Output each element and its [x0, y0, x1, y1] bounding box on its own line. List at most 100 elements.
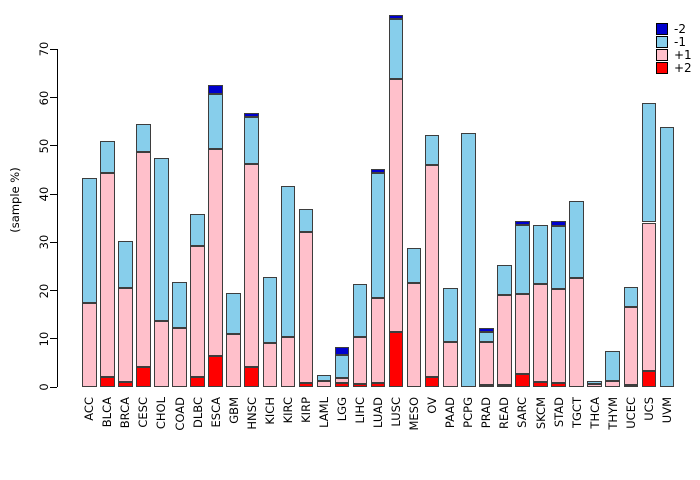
bar-segment-LUSC-+2 [388, 332, 404, 387]
bar-segment-MESO-+1 [406, 283, 422, 387]
legend-row--2: -2 [656, 23, 692, 36]
y-tick [50, 97, 57, 99]
bar-segment-ESCA-+1 [208, 149, 223, 357]
x-label-LAML: LAML [316, 397, 331, 428]
bar-segment-STAD--1 [551, 225, 566, 290]
x-label-TGCT: TGCT [569, 397, 584, 428]
bar-segment-CHOL-+1 [154, 321, 169, 387]
bar-segment-HNSC-+2 [244, 367, 259, 387]
bar-segment-UCEC-+2 [623, 384, 638, 387]
y-tick-label: 30 [37, 234, 51, 250]
bar-segment-GBM-+1 [226, 334, 241, 387]
y-tick-label: 10 [37, 331, 51, 347]
bar-segment-PCPG--1 [461, 133, 476, 387]
bar-segment-BRCA--1 [118, 240, 133, 288]
bar-segment-LUSC--1 [388, 18, 404, 80]
legend-label--1: -1 [674, 35, 686, 50]
bar-segment-KIRP-+2 [298, 382, 314, 387]
y-tick-label: 20 [37, 283, 51, 298]
x-label-LUSC: LUSC [389, 397, 404, 427]
bar-segment-UCS-+1 [641, 222, 657, 372]
bar-segment-BRCA-+2 [118, 382, 133, 387]
bar-segment-KICH--1 [262, 277, 277, 344]
bar-segment-KIRP-+1 [298, 231, 314, 383]
bar-segment-UCEC--1 [623, 287, 638, 308]
bar-segment-LGG-+2 [334, 383, 350, 387]
x-label-PRAD: PRAD [479, 397, 494, 429]
bar-segment-ACC-+1 [82, 302, 97, 387]
y-axis-label: (sample %) [8, 167, 22, 233]
bar-segment-KIRC--1 [280, 185, 296, 338]
bar-segment-LIHC-+2 [352, 384, 368, 387]
x-label-DLBC: DLBC [190, 397, 205, 428]
bar-segment-LUAD--2 [370, 169, 386, 174]
bar-segment-ACC--1 [82, 177, 97, 303]
bar-segment-OV-+1 [424, 165, 440, 378]
bar-segment-HNSC--2 [244, 113, 259, 117]
legend-swatch-+1 [656, 48, 668, 61]
bar-segment-ESCA--1 [208, 94, 223, 150]
bar-segment-LAML-+1 [316, 381, 332, 387]
y-tick [50, 338, 57, 340]
x-label-THYM: THYM [605, 397, 620, 430]
bar-segment-READ--1 [497, 264, 512, 295]
bar-segment-CESC-+1 [136, 151, 151, 367]
bar-segment-SARC--2 [515, 220, 530, 225]
x-label-CESC: CESC [136, 397, 151, 428]
bar-segment-MESO--1 [406, 247, 422, 284]
bar-segment-PAAD-+1 [443, 342, 458, 387]
x-label-LGG: LGG [334, 397, 349, 422]
bar-segment-OV--1 [424, 135, 440, 166]
bar-segment-STAD--2 [551, 220, 566, 226]
bar-segment-KICH-+1 [262, 343, 277, 387]
bar-segment-STAD-+2 [551, 383, 566, 387]
bar-segment-COAD-+1 [172, 327, 187, 387]
bar-segment-OV-+2 [424, 377, 440, 387]
y-tick-label: 60 [37, 90, 51, 105]
bar-segment-DLBC-+1 [190, 245, 205, 378]
bar-segment-UCEC-+1 [623, 307, 638, 385]
y-tick-label: 50 [37, 138, 51, 154]
x-label-UCEC: UCEC [623, 397, 638, 429]
x-label-LUAD: LUAD [371, 397, 386, 428]
bar-segment-LUAD-+1 [370, 297, 386, 383]
bar-segment-DLBC-+2 [190, 377, 205, 387]
y-tick [50, 145, 57, 147]
bar-segment-LGG--1 [334, 355, 350, 379]
bar-segment-LIHC-+1 [352, 337, 368, 385]
bar-segment-LGG--2 [334, 347, 350, 356]
bar-segment-PRAD--1 [479, 332, 494, 342]
y-tick-label: 70 [37, 42, 51, 57]
bar-segment-TGCT-+1 [569, 278, 584, 387]
bar-segment-LAML--1 [316, 374, 332, 382]
bar-segment-UCS-+2 [641, 371, 657, 387]
x-label-KIRC: KIRC [280, 397, 295, 424]
bar-segment-BLCA-+2 [100, 377, 115, 387]
x-label-READ: READ [497, 397, 512, 429]
y-tick-label: 40 [37, 186, 51, 202]
legend: -2 -1 +1 +2 [656, 23, 692, 74]
bar-segment-PRAD-+2 [479, 385, 494, 388]
x-label-BRCA: BRCA [118, 397, 133, 429]
bar-segment-LUSC--2 [388, 15, 404, 19]
legend-swatch-+2 [656, 61, 668, 74]
bar-segment-PRAD--2 [479, 328, 494, 333]
x-label-UCS: UCS [641, 397, 656, 421]
legend-label--2: -2 [674, 22, 686, 37]
bar-segment-KIRC-+1 [280, 337, 296, 387]
x-label-SARC: SARC [515, 397, 530, 428]
x-label-HNSC: HNSC [244, 397, 259, 430]
bar-segment-CESC-+2 [136, 366, 151, 387]
x-label-PCPG: PCPG [461, 397, 476, 428]
bar-segment-THCA--1 [587, 381, 602, 385]
x-label-STAD: STAD [551, 397, 566, 428]
x-label-SKCM: SKCM [533, 397, 548, 430]
y-tick-label: 0 [37, 383, 51, 391]
bar-segment-BRCA-+1 [118, 287, 133, 383]
bar-segment-LUAD--1 [370, 173, 386, 298]
legend-row--1: -1 [656, 36, 692, 49]
bar-segment-SKCM-+2 [533, 381, 548, 387]
legend-swatch--2 [656, 23, 668, 36]
x-label-BLCA: BLCA [100, 397, 115, 428]
